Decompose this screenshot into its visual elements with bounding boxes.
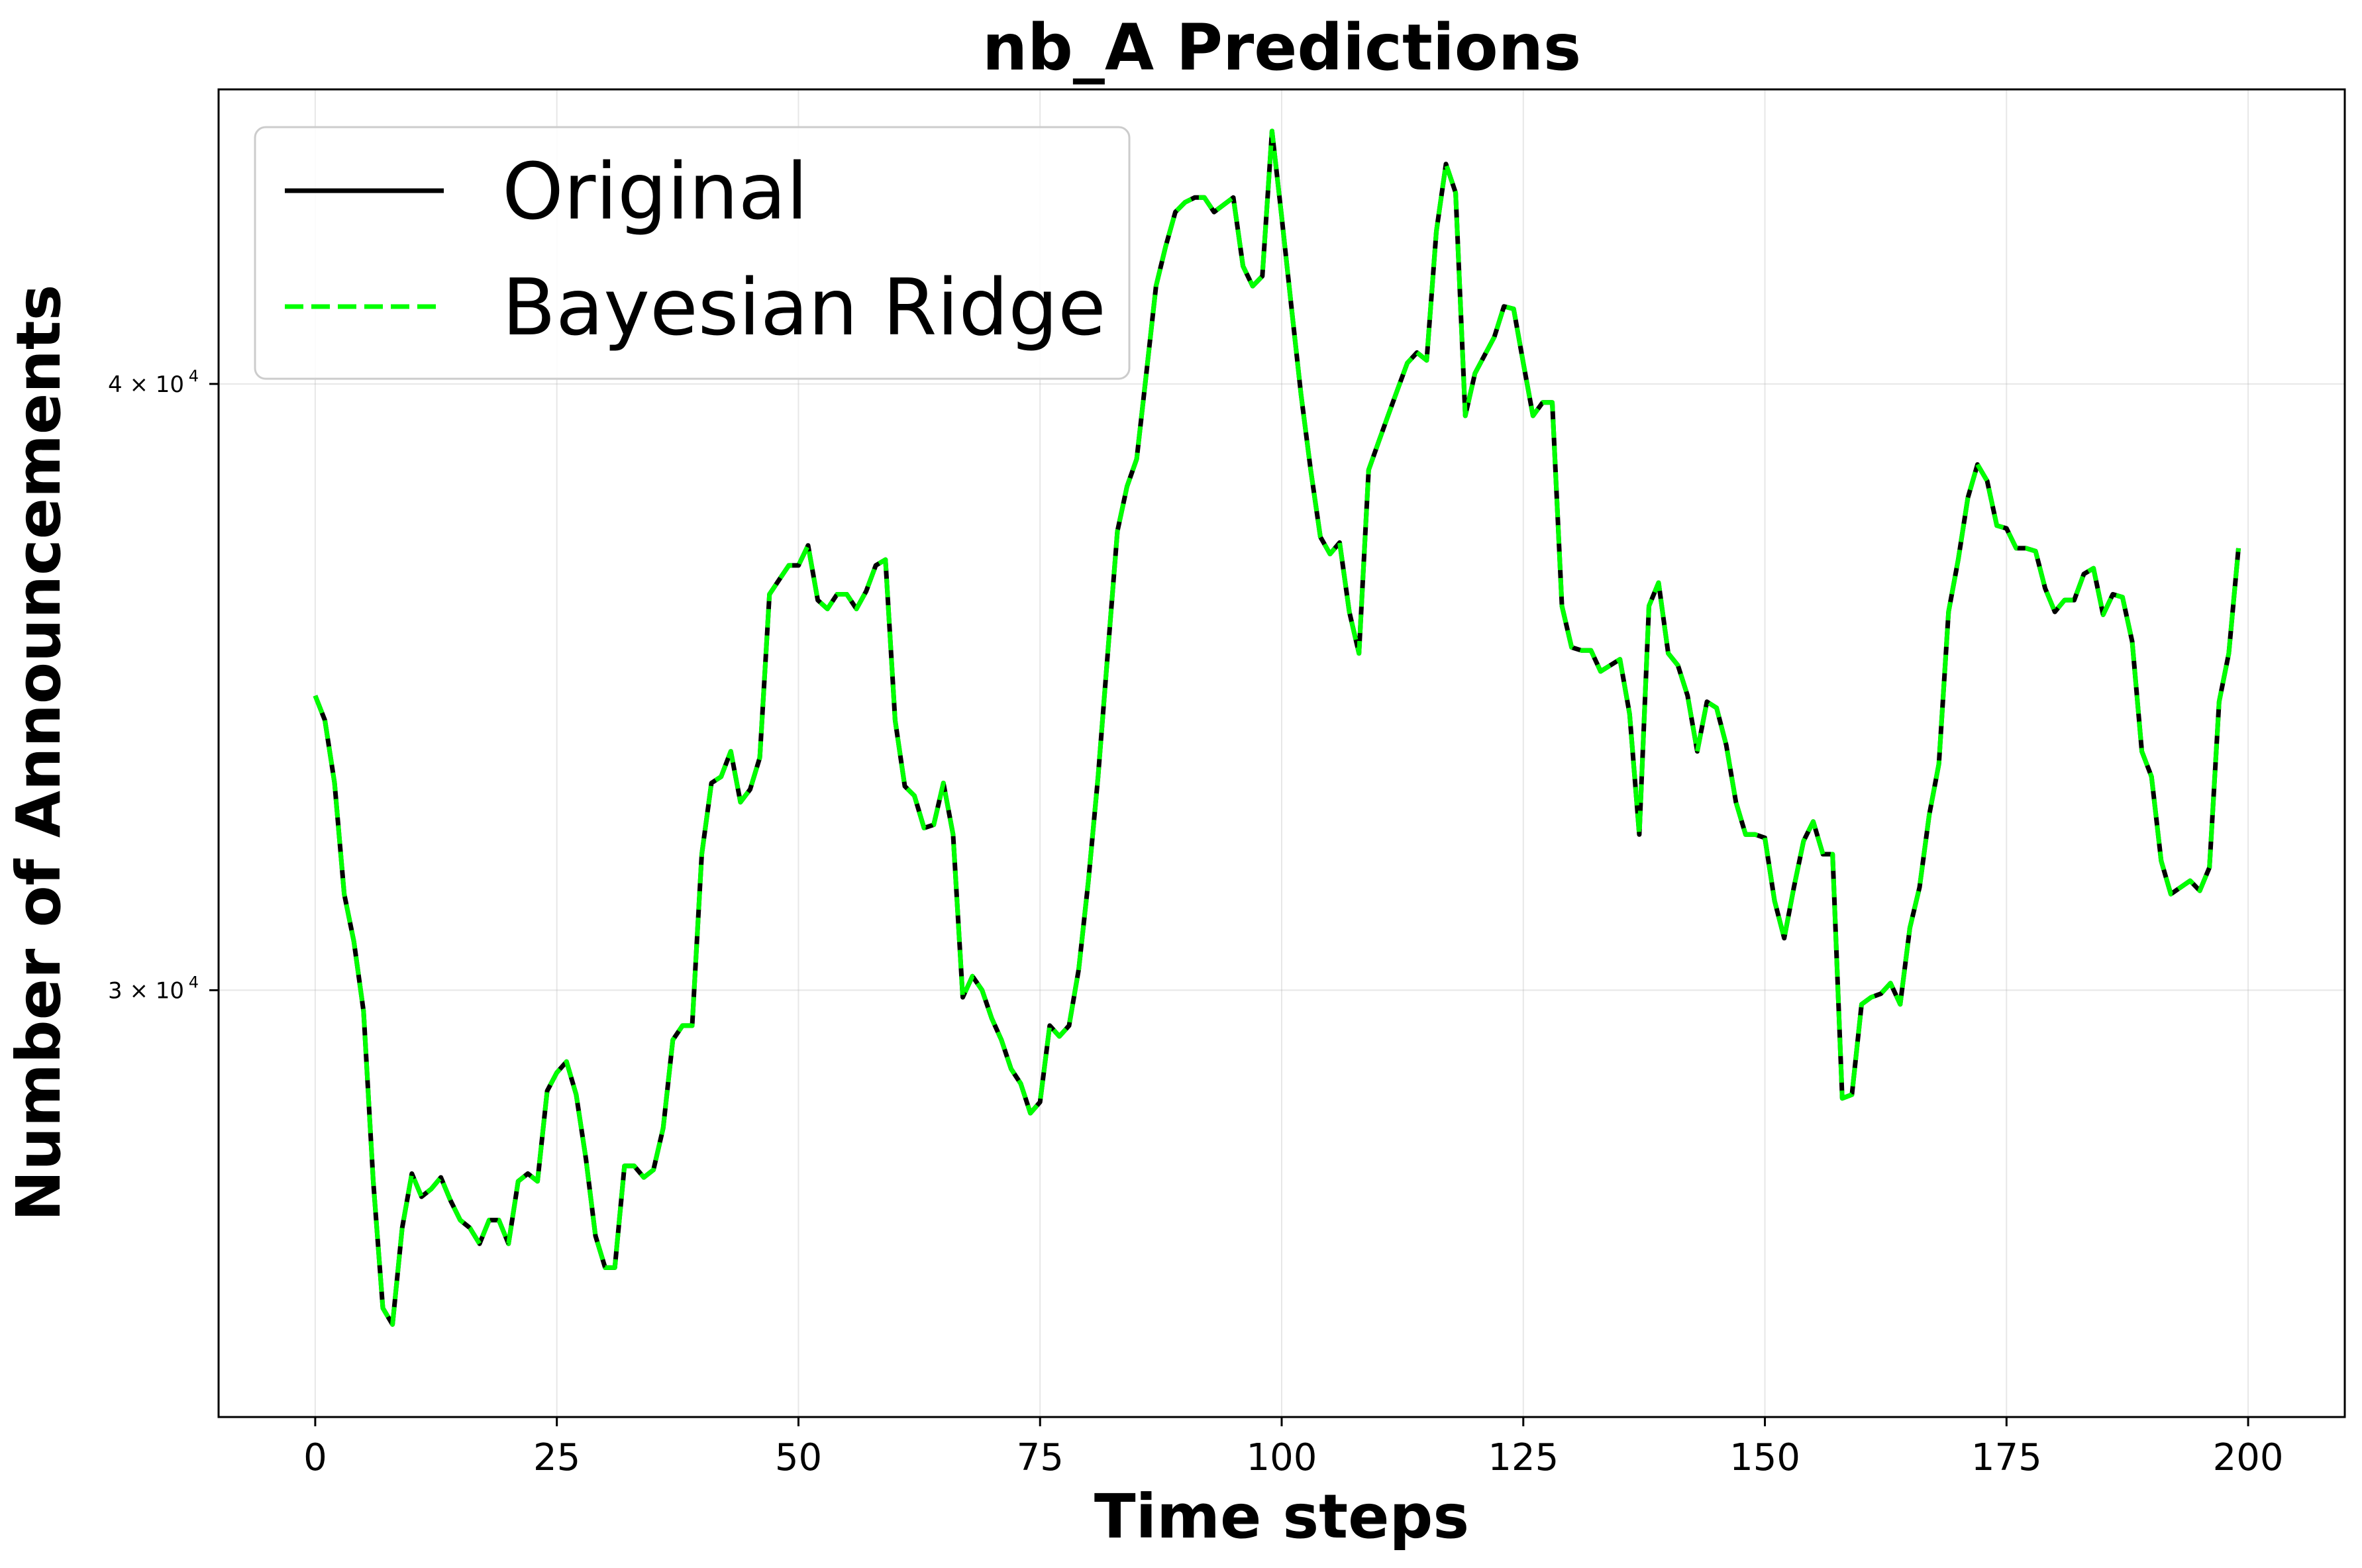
x-axis-label: Time steps [1094,1481,1469,1552]
legend-box [254,126,1131,380]
y-tick-label: 3 × 10 [108,977,184,1004]
legend-label-original: Original [502,146,808,237]
x-tick-label: 50 [775,1436,822,1479]
y-tick-exponent: 4 [189,973,199,991]
x-tick-label: 0 [303,1436,327,1479]
series-layer [313,128,2241,1327]
legend-label-bayesian-ridge: Bayesian Ridge [502,262,1106,353]
x-tick-label: 150 [1729,1436,1800,1479]
x-tick-label: 175 [1971,1436,2042,1479]
y-axis-label: Number of Announcements [3,284,74,1221]
x-tick-label: 125 [1488,1436,1559,1479]
x-tick-label: 75 [1017,1436,1064,1479]
y-tick-exponent: 4 [189,367,199,385]
grid-lines [219,89,2345,1417]
legend: Original Bayesian Ridge [254,126,1131,380]
x-tick-label: 200 [2213,1436,2284,1479]
x-tick-label: 25 [533,1436,580,1479]
y-tick-label: 4 × 10 [108,371,184,398]
x-tick-label: 100 [1247,1436,1317,1479]
chart-title: nb_A Predictions [982,11,1581,85]
series-line-bayesian-ridge [313,128,2241,1327]
x-axis: 0 25 50 75 100 125 150 175 200 [303,1417,2284,1479]
y-axis: 3 × 10 4 4 × 10 4 [108,367,219,1004]
